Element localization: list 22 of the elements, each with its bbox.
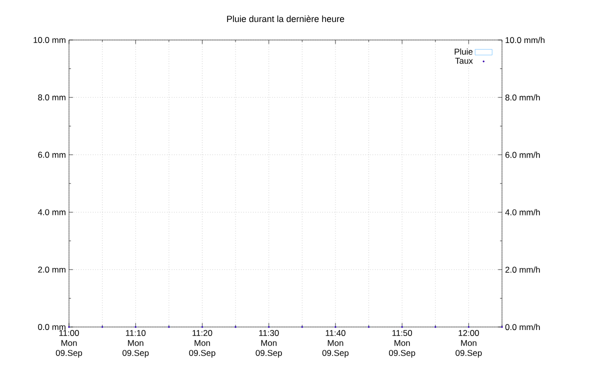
legend-label: Pluie xyxy=(454,48,473,55)
y-tick-label: 2.0 mm xyxy=(38,266,66,273)
x-tick-label: 12:00 Mon 09.Sep xyxy=(456,330,482,358)
x-tick-label: 11:20 Mon 09.Sep xyxy=(189,330,216,358)
x-tick-label: 11:50 Mon 09.Sep xyxy=(388,330,416,358)
x-tick-label: 11:30 Mon 09.Sep xyxy=(256,330,282,358)
y-tick-label: 8.0 mm xyxy=(38,94,66,100)
x-tick-label: 11:10 Mon 09.Sep xyxy=(122,330,149,358)
y2-tick-label: 0.0 mm/h xyxy=(505,324,540,330)
y-tick-label: 0.0 mm xyxy=(38,324,66,330)
chart-title: Pluie durant la dernière heure xyxy=(227,15,344,22)
y-tick-label: 10.0 mm xyxy=(34,37,66,43)
x-tick-label: 11:40 Mon 09.Sep xyxy=(322,330,349,358)
y2-tick-label: 4.0 mm/h xyxy=(505,209,540,216)
y2-tick-label: 8.0 mm/h xyxy=(505,94,540,100)
y-tick-label: 6.0 mm xyxy=(38,152,66,158)
y2-tick-label: 6.0 mm/h xyxy=(505,152,540,158)
legend-label: Taux xyxy=(455,58,473,64)
y2-tick-label: 10.0 mm/h xyxy=(506,36,544,44)
x-tick-label: 11:00 Mon 09.Sep xyxy=(56,330,82,358)
y-tick-label: 4.0 mm xyxy=(38,209,66,216)
y2-tick-label: 2.0 mm/h xyxy=(505,266,540,273)
